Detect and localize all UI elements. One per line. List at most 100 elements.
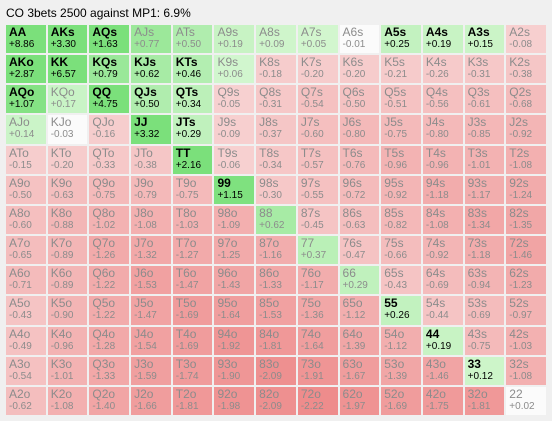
hand-cell-94s[interactable]: 94s -1.18 (422, 175, 463, 204)
hand-cell-52s[interactable]: 52s -0.97 (506, 296, 546, 325)
hand-cell-76s[interactable]: 76s -0.47 (339, 236, 380, 265)
hand-cell-k8o[interactable]: K8o -0.88 (47, 205, 88, 235)
hand-cell-qjs[interactable]: QJs +0.50 (131, 85, 171, 114)
hand-cell-76o[interactable]: 76o -1.17 (297, 266, 338, 295)
hand-cell-a8o[interactable]: A8o -0.60 (6, 205, 46, 235)
hand-cell-42o[interactable]: 42o -1.75 (422, 386, 463, 415)
hand-cell-a4o[interactable]: A4o -0.49 (6, 326, 46, 355)
hand-cell-k5o[interactable]: K5o -0.90 (47, 296, 88, 325)
hand-cell-j6s[interactable]: J6s -0.80 (339, 115, 380, 144)
hand-cell-q2s[interactable]: Q2s -0.68 (506, 85, 546, 114)
hand-cell-82o[interactable]: 82o -2.09 (256, 386, 296, 415)
hand-cell-kjs[interactable]: KJs +0.62 (131, 55, 171, 84)
hand-cell-q8o[interactable]: Q8o -1.02 (89, 205, 130, 235)
hand-cell-84o[interactable]: 84o -1.81 (256, 326, 296, 355)
hand-cell-j9s[interactable]: J9s -0.09 (214, 115, 255, 144)
hand-cell-j4s[interactable]: J4s -0.80 (422, 115, 463, 144)
hand-cell-k6s[interactable]: K6s -0.20 (339, 55, 380, 84)
hand-cell-53s[interactable]: 53s -0.69 (464, 296, 505, 325)
hand-cell-k2o[interactable]: K2o -1.08 (47, 386, 88, 415)
hand-cell-82s[interactable]: 82s -1.35 (506, 205, 546, 235)
hand-cell-k9s[interactable]: K9s +0.06 (214, 55, 255, 84)
hand-cell-87s[interactable]: 87s -0.45 (297, 205, 338, 235)
hand-cell-52o[interactable]: 52o -1.69 (381, 386, 421, 415)
hand-cell-t8s[interactable]: T8s -0.34 (256, 145, 296, 174)
hand-cell-q9s[interactable]: Q9s -0.05 (214, 85, 255, 114)
hand-cell-ato[interactable]: ATo -0.15 (6, 145, 46, 174)
hand-cell-qto[interactable]: QTo -0.33 (89, 145, 130, 174)
hand-cell-t7s[interactable]: T7s -0.57 (297, 145, 338, 174)
hand-cell-ajo[interactable]: AJo +0.14 (6, 115, 46, 144)
hand-cell-96s[interactable]: 96s -0.72 (339, 175, 380, 204)
hand-cell-64s[interactable]: 64s -0.69 (422, 266, 463, 295)
hand-cell-86s[interactable]: 86s -0.63 (339, 205, 380, 235)
hand-cell-32s[interactable]: 32s -1.08 (506, 356, 546, 385)
hand-cell-66[interactable]: 66 +0.29 (339, 266, 380, 295)
hand-cell-97o[interactable]: 97o -1.25 (214, 236, 255, 265)
hand-cell-ajs[interactable]: AJs +0.77 (131, 25, 171, 54)
hand-cell-62o[interactable]: 62o -1.97 (339, 386, 380, 415)
hand-cell-93o[interactable]: 93o -1.90 (214, 356, 255, 385)
hand-cell-q6s[interactable]: Q6s -0.50 (339, 85, 380, 114)
hand-cell-65o[interactable]: 65o -1.12 (339, 296, 380, 325)
hand-cell-44[interactable]: 44 +0.19 (422, 326, 463, 355)
hand-cell-a5o[interactable]: A5o -0.43 (6, 296, 46, 325)
hand-cell-43o[interactable]: 43o -1.46 (422, 356, 463, 385)
hand-cell-k7s[interactable]: K7s -0.20 (297, 55, 338, 84)
hand-cell-k7o[interactable]: K7o -0.89 (47, 236, 88, 265)
hand-cell-a5s[interactable]: A5s +0.25 (381, 25, 421, 54)
hand-cell-k3o[interactable]: K3o -1.01 (47, 356, 88, 385)
hand-cell-a4s[interactable]: A4s +0.19 (422, 25, 463, 54)
hand-cell-k6o[interactable]: K6o -0.89 (47, 266, 88, 295)
hand-cell-t9s[interactable]: T9s -0.06 (214, 145, 255, 174)
hand-cell-94o[interactable]: 94o -1.92 (214, 326, 255, 355)
hand-cell-95o[interactable]: 95o -1.64 (214, 296, 255, 325)
hand-cell-t3o[interactable]: T3o -1.74 (172, 356, 213, 385)
hand-cell-95s[interactable]: 95s -0.92 (381, 175, 421, 204)
hand-cell-j3s[interactable]: J3s -0.85 (464, 115, 505, 144)
hand-cell-qts[interactable]: QTs +0.34 (172, 85, 213, 114)
hand-cell-92s[interactable]: 92s -1.24 (506, 175, 546, 204)
hand-cell-aqo[interactable]: AQo +1.07 (6, 85, 46, 114)
hand-cell-k4s[interactable]: K4s -0.26 (422, 55, 463, 84)
hand-cell-a7s[interactable]: A7s +0.05 (297, 25, 338, 54)
hand-cell-a2s[interactable]: A2s -0.08 (506, 25, 546, 54)
hand-cell-63o[interactable]: 63o -1.67 (339, 356, 380, 385)
hand-cell-j3o[interactable]: J3o -1.59 (131, 356, 171, 385)
hand-cell-ats[interactable]: ATs +0.50 (172, 25, 213, 54)
hand-cell-k4o[interactable]: K4o -0.96 (47, 326, 88, 355)
hand-cell-k9o[interactable]: K9o -0.63 (47, 175, 88, 204)
hand-cell-aqs[interactable]: AQs +1.63 (89, 25, 130, 54)
hand-cell-j5s[interactable]: J5s -0.75 (381, 115, 421, 144)
hand-cell-85s[interactable]: 85s -0.82 (381, 205, 421, 235)
hand-cell-q5s[interactable]: Q5s -0.51 (381, 85, 421, 114)
hand-cell-q2o[interactable]: Q2o -1.40 (89, 386, 130, 415)
hand-cell-q4o[interactable]: Q4o -1.28 (89, 326, 130, 355)
hand-cell-t3s[interactable]: T3s -1.01 (464, 145, 505, 174)
hand-cell-t4s[interactable]: T4s -0.96 (422, 145, 463, 174)
hand-cell-a3o[interactable]: A3o -0.54 (6, 356, 46, 385)
hand-cell-53o[interactable]: 53o -1.39 (381, 356, 421, 385)
hand-cell-j8o[interactable]: J8o -1.08 (131, 205, 171, 235)
hand-cell-75s[interactable]: 75s -0.66 (381, 236, 421, 265)
hand-cell-a7o[interactable]: A7o -0.65 (6, 236, 46, 265)
hand-cell-98s[interactable]: 98s -0.30 (256, 175, 296, 204)
hand-cell-kjo[interactable]: KJo -0.03 (47, 115, 88, 144)
hand-cell-tt[interactable]: TT +2.16 (172, 145, 213, 174)
hand-cell-ako[interactable]: AKo +2.87 (6, 55, 46, 84)
hand-cell-54o[interactable]: 54o -1.12 (381, 326, 421, 355)
hand-cell-kqs[interactable]: KQs +0.79 (89, 55, 130, 84)
hand-cell-kk[interactable]: KK +6.57 (47, 55, 88, 84)
hand-cell-63s[interactable]: 63s -0.94 (464, 266, 505, 295)
hand-cell-a3s[interactable]: A3s +0.15 (464, 25, 505, 54)
hand-cell-t6s[interactable]: T6s -0.76 (339, 145, 380, 174)
hand-cell-87o[interactable]: 87o -1.16 (256, 236, 296, 265)
hand-cell-kto[interactable]: KTo -0.20 (47, 145, 88, 174)
hand-cell-t7o[interactable]: T7o -1.27 (172, 236, 213, 265)
hand-cell-t9o[interactable]: T9o -0.75 (172, 175, 213, 204)
hand-cell-j6o[interactable]: J6o -1.53 (131, 266, 171, 295)
hand-cell-98o[interactable]: 98o -1.09 (214, 205, 255, 235)
hand-cell-83o[interactable]: 83o -2.09 (256, 356, 296, 385)
hand-cell-88[interactable]: 88 +0.62 (256, 205, 296, 235)
hand-cell-t2o[interactable]: T2o -1.81 (172, 386, 213, 415)
